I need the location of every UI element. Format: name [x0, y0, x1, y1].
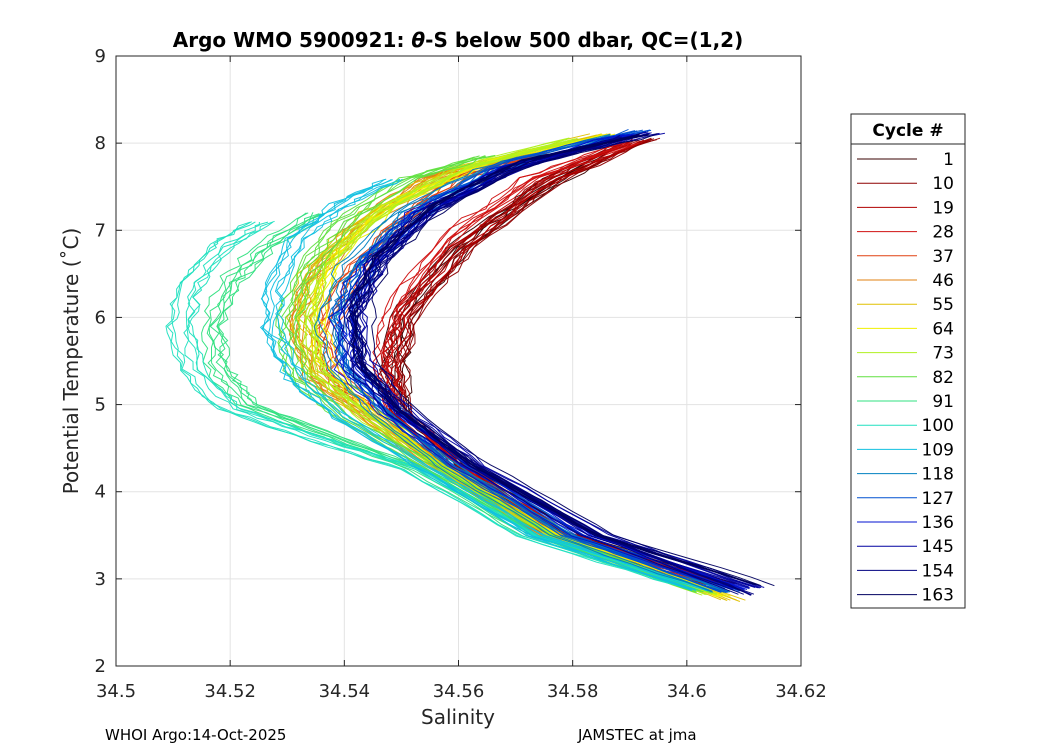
legend-box: [850, 113, 966, 609]
series-line-cycle-82: [285, 155, 702, 593]
footer-source: WHOI Argo:14-Oct-2025: [105, 726, 287, 744]
legend-title: Cycle #: [872, 121, 943, 141]
legend-label: 73: [932, 344, 954, 364]
y-tick-label: 8: [95, 133, 106, 154]
legend-label: 127: [922, 489, 954, 509]
x-axis-ticks: 34.5 34.52 34.54 34.56 34.58 34.6 34.62: [96, 56, 827, 702]
y-tick-label: 3: [95, 569, 106, 590]
series-line-cycle-163: [350, 133, 756, 586]
chart-title-prefix: Argo WMO 5900921:: [173, 28, 412, 52]
chart-title: Argo WMO 5900921: θ-S below 500 dbar, QC…: [173, 28, 743, 52]
series-line-cycle-136: [327, 134, 726, 590]
series-line-cycle-82: [293, 155, 712, 594]
legend-label: 46: [932, 271, 954, 291]
legend-label: 19: [932, 198, 954, 218]
legend-label: 100: [922, 416, 954, 436]
series-lines: [165, 128, 775, 602]
legend-label: 145: [922, 537, 954, 557]
series-line-cycle-109: [275, 178, 709, 591]
legend-label: 82: [932, 368, 954, 388]
legend-label: 136: [922, 513, 954, 533]
legend: Cycle # 1 10 19 28 37 46 55 64 73 82 91 100 109 118 12…: [850, 113, 966, 609]
legend-label: 37: [932, 247, 954, 267]
y-tick-label: 5: [95, 395, 106, 416]
series-line-cycle-91: [201, 212, 686, 590]
y-axis-label: Potential Temperature (˚C): [59, 228, 83, 495]
x-tick-label: 34.58: [547, 681, 599, 702]
x-axis-label: Salinity: [421, 705, 495, 729]
series-line-cycle-127: [336, 130, 727, 594]
y-tick-label: 6: [95, 307, 106, 328]
series-line-cycle-109: [271, 178, 708, 592]
series-line-cycle-109: [262, 179, 696, 590]
series-line-cycle-118: [313, 133, 713, 592]
series-line-cycle-154: [345, 135, 744, 595]
series-line-cycle-28: [390, 142, 719, 583]
x-tick-label: 34.52: [204, 681, 256, 702]
series-line-cycle-91: [216, 213, 704, 590]
series-line-cycle-163: [371, 133, 775, 587]
legend-label: 91: [932, 392, 954, 412]
y-tick-label: 4: [95, 482, 106, 503]
series-line-cycle-154: [354, 136, 752, 596]
series-line-cycle-118: [317, 134, 713, 593]
x-tick-label: 34.5: [96, 681, 136, 702]
chart-title-suffix: -S below 500 dbar, QC=(1,2): [425, 28, 743, 52]
series-line-cycle-91: [216, 212, 708, 590]
x-tick-label: 34.56: [433, 681, 485, 702]
series-line-cycle-73: [304, 138, 713, 595]
series-line-cycle-127: [331, 130, 722, 593]
series-line-cycle-109: [276, 179, 709, 592]
legend-label: 64: [932, 319, 954, 339]
legend-label: 118: [922, 465, 954, 485]
footer-credit: JAMSTEC at jma: [578, 726, 697, 744]
legend-label: 28: [932, 223, 954, 243]
legend-label: 55: [932, 295, 954, 315]
legend-label: 154: [922, 561, 954, 581]
series-line-cycle-100: [166, 221, 688, 588]
y-axis-ticks: 2 3 4 5 6 7 8 9: [95, 46, 801, 677]
y-tick-label: 9: [95, 46, 106, 67]
series-line-cycle-163: [349, 134, 756, 585]
series-line-cycle-91: [218, 212, 707, 590]
x-tick-label: 34.62: [775, 681, 827, 702]
y-tick-label: 7: [95, 220, 106, 241]
legend-label: 10: [932, 174, 954, 194]
legend-label: 109: [922, 440, 954, 460]
legend-entries: 1 10 19 28 37 46 55 64 73 82 91 100 109 118 127 136 145 1…: [857, 150, 954, 606]
x-tick-label: 34.6: [667, 681, 707, 702]
legend-label: 163: [922, 586, 954, 606]
series-line-cycle-73: [306, 138, 717, 595]
series-line-cycle-73: [306, 137, 718, 595]
series-line-cycle-100: [165, 221, 684, 588]
chart-title-theta: θ: [411, 28, 425, 52]
legend-label: 1: [943, 150, 954, 170]
series-line-cycle-91: [206, 212, 691, 591]
y-tick-label: 2: [95, 656, 106, 677]
x-tick-label: 34.54: [319, 681, 371, 702]
